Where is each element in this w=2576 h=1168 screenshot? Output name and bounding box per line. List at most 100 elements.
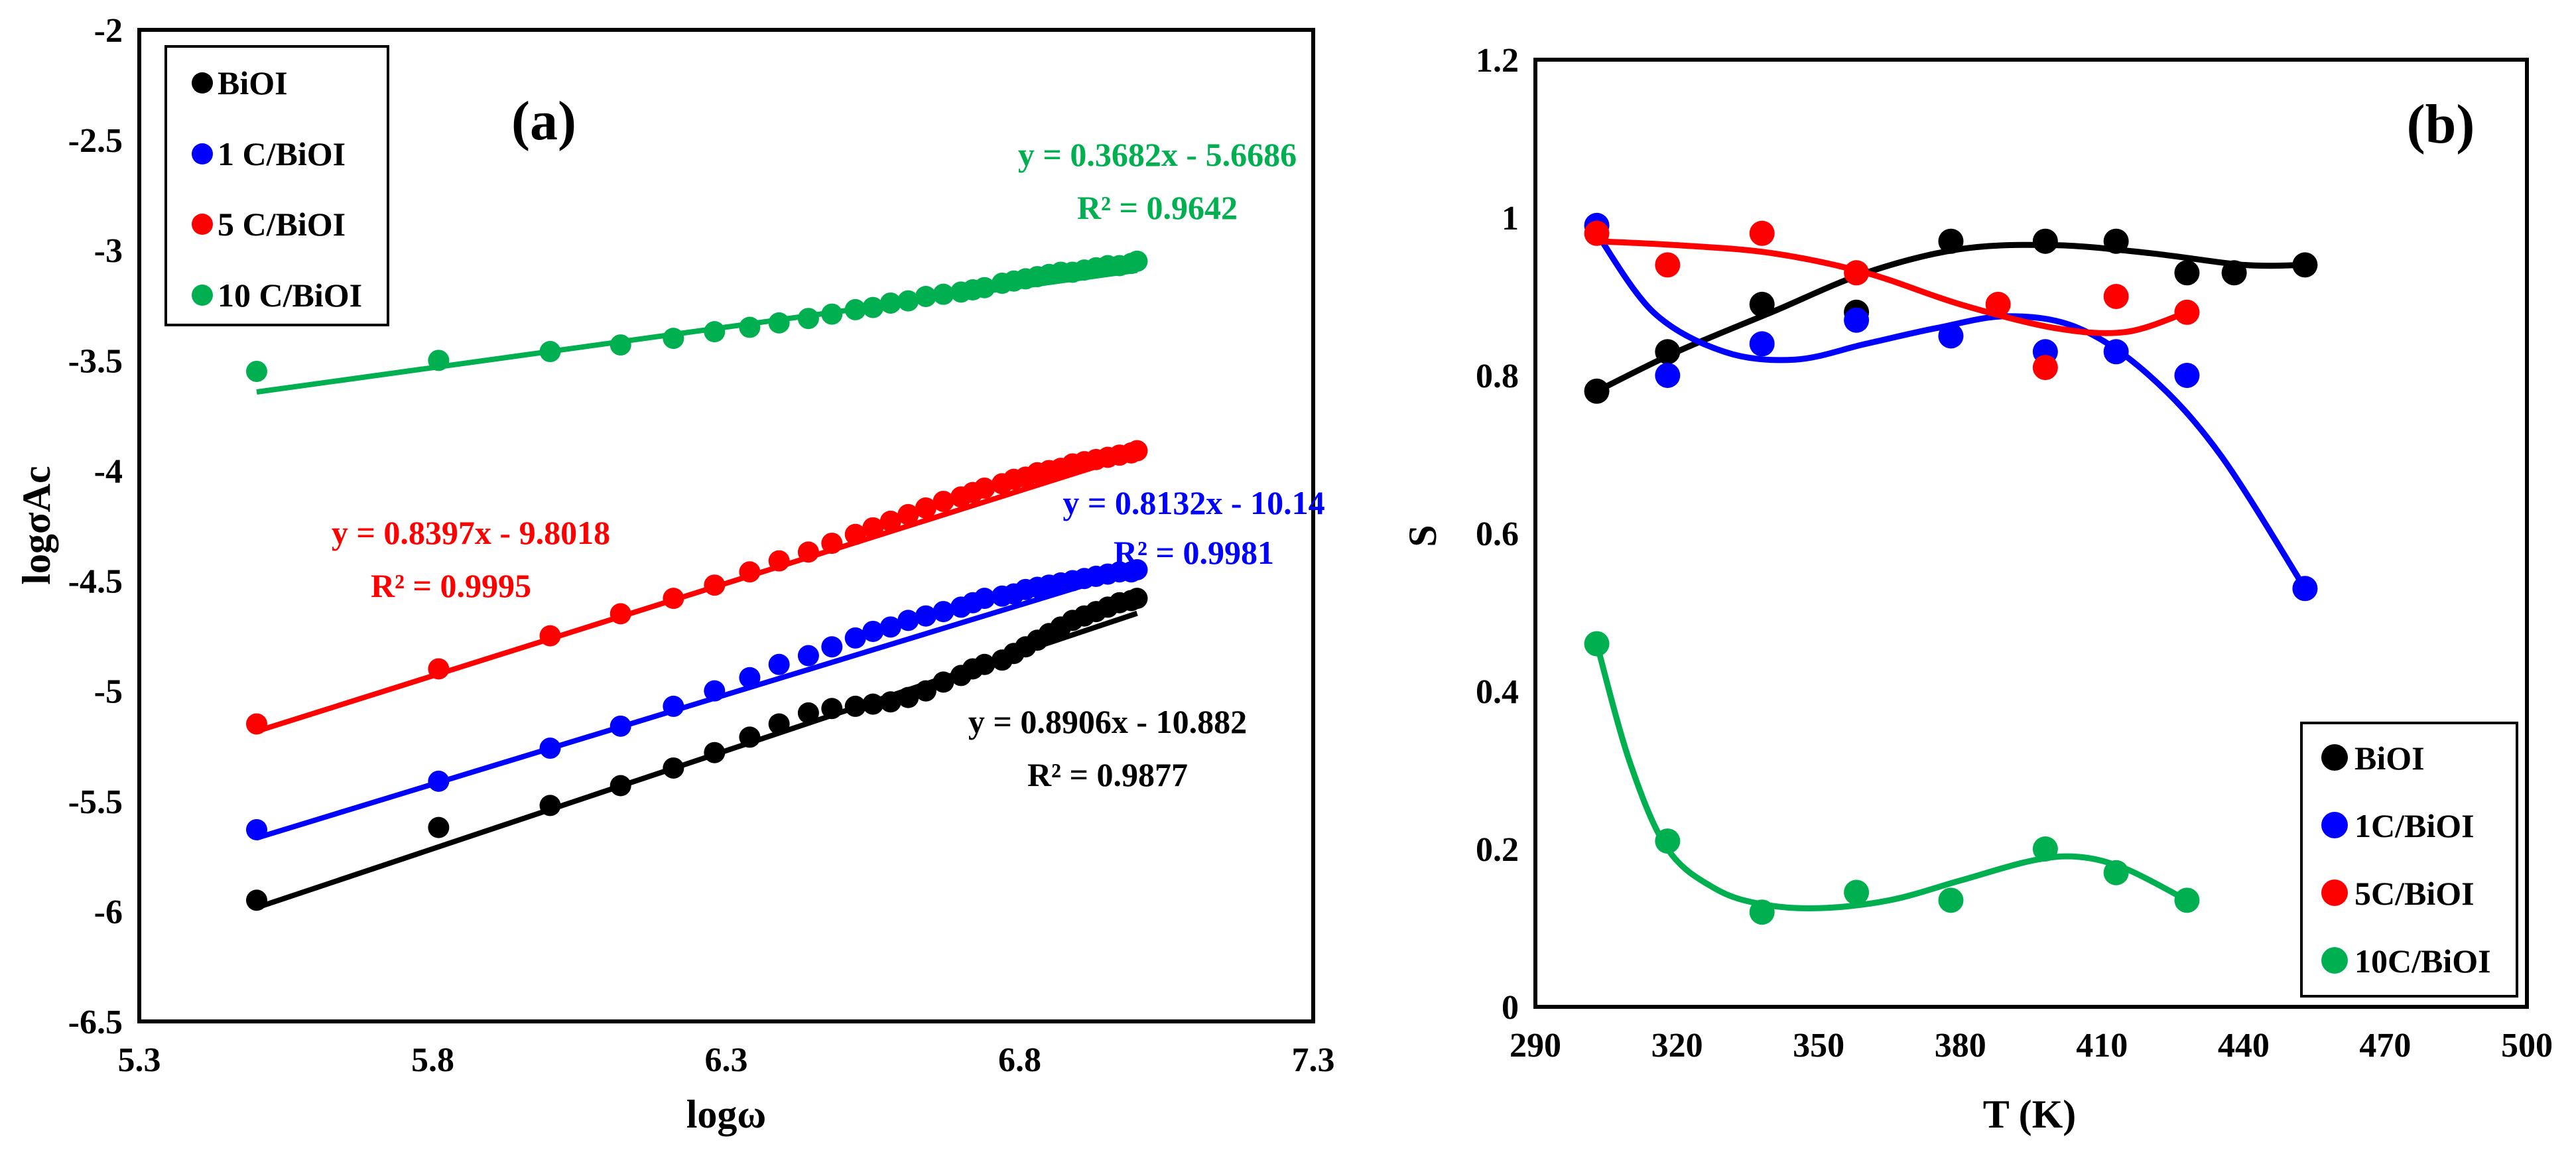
- equation-a-10c: y = 0.3682x - 5.6686: [1018, 136, 1297, 173]
- legend-a: BiOI 1 C/BiOI 5 C/BiOI 10 C/BiOI: [164, 45, 389, 326]
- legend-box-a: [164, 45, 389, 326]
- point-b-5c-bioi-6: [2103, 284, 2129, 309]
- point-a-10-c-bioi-0: [246, 360, 267, 382]
- y-tick-label-a-8: -6: [94, 893, 123, 931]
- point-a-5-c-bioi-12: [879, 510, 901, 532]
- point-b-10c-bioi-5: [2032, 836, 2058, 862]
- point-b-bioi-2: [1749, 291, 1775, 317]
- point-b-bioi-4: [1938, 228, 1964, 254]
- point-b-10c-bioi-3: [1844, 879, 1870, 905]
- y-tick-label-a-1: -2.5: [68, 122, 123, 160]
- point-a-bioi-18: [974, 653, 996, 675]
- point-a-5-c-bioi-14: [915, 497, 936, 519]
- point-a-1-c-bioi-3: [610, 715, 631, 737]
- point-a-bioi-2: [539, 795, 561, 816]
- point-a-bioi-13: [897, 686, 919, 708]
- fit-line-a-1-c-bioi: [255, 566, 1138, 841]
- point-b-1c-bioi-4: [1938, 323, 1964, 349]
- legend-marker-5c-b: [2321, 879, 2348, 906]
- point-a-10-c-bioi-10: [844, 298, 866, 320]
- point-a-1-c-bioi-31: [1126, 558, 1148, 580]
- point-a-bioi-6: [739, 726, 761, 748]
- point-a-bioi-4: [663, 757, 684, 779]
- point-a-bioi-15: [933, 671, 954, 693]
- x-tick-label-b-6: 470: [2359, 1027, 2411, 1065]
- point-a-1-c-bioi-7: [768, 653, 790, 675]
- point-a-bioi-1: [428, 816, 450, 838]
- point-a-5-c-bioi-6: [739, 561, 761, 583]
- point-a-10-c-bioi-14: [915, 285, 936, 307]
- plot-area-a: [137, 28, 1315, 1023]
- y-axis-label-a: logσAc: [15, 466, 58, 584]
- point-a-10-c-bioi-8: [797, 308, 819, 330]
- point-a-1-c-bioi-11: [862, 620, 884, 642]
- point-a-10-c-bioi-7: [768, 312, 790, 334]
- legend-label-5c-a: 5 C/BiOI: [218, 206, 346, 243]
- fit-curve-b-1c-bioi: [1594, 231, 2308, 590]
- point-b-10c-bioi-2: [1749, 899, 1775, 925]
- point-a-1-c-bioi-10: [844, 627, 866, 649]
- legend-label-5c-b: 5C/BiOI: [2354, 875, 2475, 912]
- y-tick-label-b-2: 0.4: [1476, 673, 1519, 711]
- point-a-bioi-5: [704, 742, 726, 763]
- y-axis-label-b: S: [1401, 525, 1445, 547]
- point-a-10-c-bioi-3: [610, 334, 631, 356]
- x-tick-label-b-5: 440: [2218, 1027, 2270, 1065]
- r2-a-1c: R² = 0.9981: [1114, 534, 1274, 571]
- point-b-10c-bioi-0: [1584, 631, 1610, 657]
- panel-label-b: (b): [2407, 94, 2475, 155]
- point-b-10c-bioi-6: [2103, 860, 2129, 885]
- point-a-10-c-bioi-18: [974, 277, 996, 298]
- equation-a-5c: y = 0.8397x - 9.8018: [332, 514, 610, 551]
- point-a-5-c-bioi-9: [821, 533, 843, 554]
- point-a-1-c-bioi-4: [663, 695, 684, 717]
- point-a-10-c-bioi-4: [663, 328, 684, 350]
- legend-label-bioi-a: BiOI: [218, 64, 288, 101]
- point-b-5c-bioi-2: [1749, 220, 1775, 246]
- point-a-1-c-bioi-15: [933, 601, 954, 623]
- y-tick-label-a-0: -2: [94, 12, 123, 50]
- point-b-5c-bioi-5: [2032, 355, 2058, 381]
- fit-curve-b-10c-bioi: [1594, 643, 2189, 911]
- point-b-10c-bioi-4: [1938, 887, 1964, 913]
- r2-a-bioi: R² = 0.9877: [1027, 756, 1188, 793]
- plot-area-b: [1533, 58, 2529, 1009]
- legend-label-10c-b: 10C/BiOI: [2354, 942, 2491, 980]
- point-b-bioi-7: [2174, 260, 2200, 286]
- fit-curve-b-5c-bioi: [1596, 238, 2188, 336]
- data-points-a: [246, 250, 1148, 911]
- point-a-10-c-bioi-13: [897, 290, 919, 312]
- point-b-bioi-8: [2221, 260, 2247, 286]
- point-a-1-c-bioi-0: [246, 818, 267, 840]
- data-points-b: [1584, 212, 2318, 925]
- x-tick-label-b-3: 380: [1935, 1027, 1986, 1065]
- point-a-1-c-bioi-9: [821, 636, 843, 658]
- y-tick-label-a-2: -3: [94, 232, 123, 270]
- chart-panel-a: 5.3 5.8 6.3 6.8 7.3 -2 -2.5 -3 -3.5 -4 -4.5 -5 -5.5 -…: [15, 12, 1335, 1136]
- point-b-bioi-5: [2032, 228, 2058, 254]
- y-tick-label-b-0: 0: [1502, 989, 1519, 1027]
- point-b-5c-bioi-0: [1584, 220, 1610, 246]
- point-b-1c-bioi-8: [2292, 576, 2318, 602]
- point-a-10-c-bioi-6: [739, 316, 761, 338]
- point-b-1c-bioi-7: [2174, 363, 2200, 388]
- point-a-1-c-bioi-5: [704, 680, 726, 702]
- x-tick-label-a-0: 5.3: [118, 1041, 161, 1079]
- point-a-5-c-bioi-15: [933, 490, 954, 512]
- equation-a-bioi: y = 0.8906x - 10.882: [968, 703, 1247, 740]
- x-tick-label-b-0: 290: [1510, 1027, 1561, 1065]
- point-b-5c-bioi-1: [1655, 252, 1681, 278]
- point-b-5c-bioi-7: [2174, 299, 2200, 325]
- point-b-10c-bioi-7: [2174, 887, 2200, 913]
- point-a-bioi-8: [797, 702, 819, 724]
- point-a-1-c-bioi-13: [897, 610, 919, 631]
- r2-a-10c: R² = 0.9642: [1077, 189, 1238, 226]
- point-a-5-c-bioi-2: [539, 625, 561, 647]
- point-b-bioi-1: [1655, 339, 1681, 365]
- point-a-5-c-bioi-10: [844, 523, 866, 545]
- y-tick-label-b-1: 0.2: [1476, 831, 1519, 869]
- point-b-1c-bioi-1: [1655, 363, 1681, 388]
- point-b-1c-bioi-6: [2103, 339, 2129, 365]
- fit-curve-b-bioi: [1595, 241, 2305, 394]
